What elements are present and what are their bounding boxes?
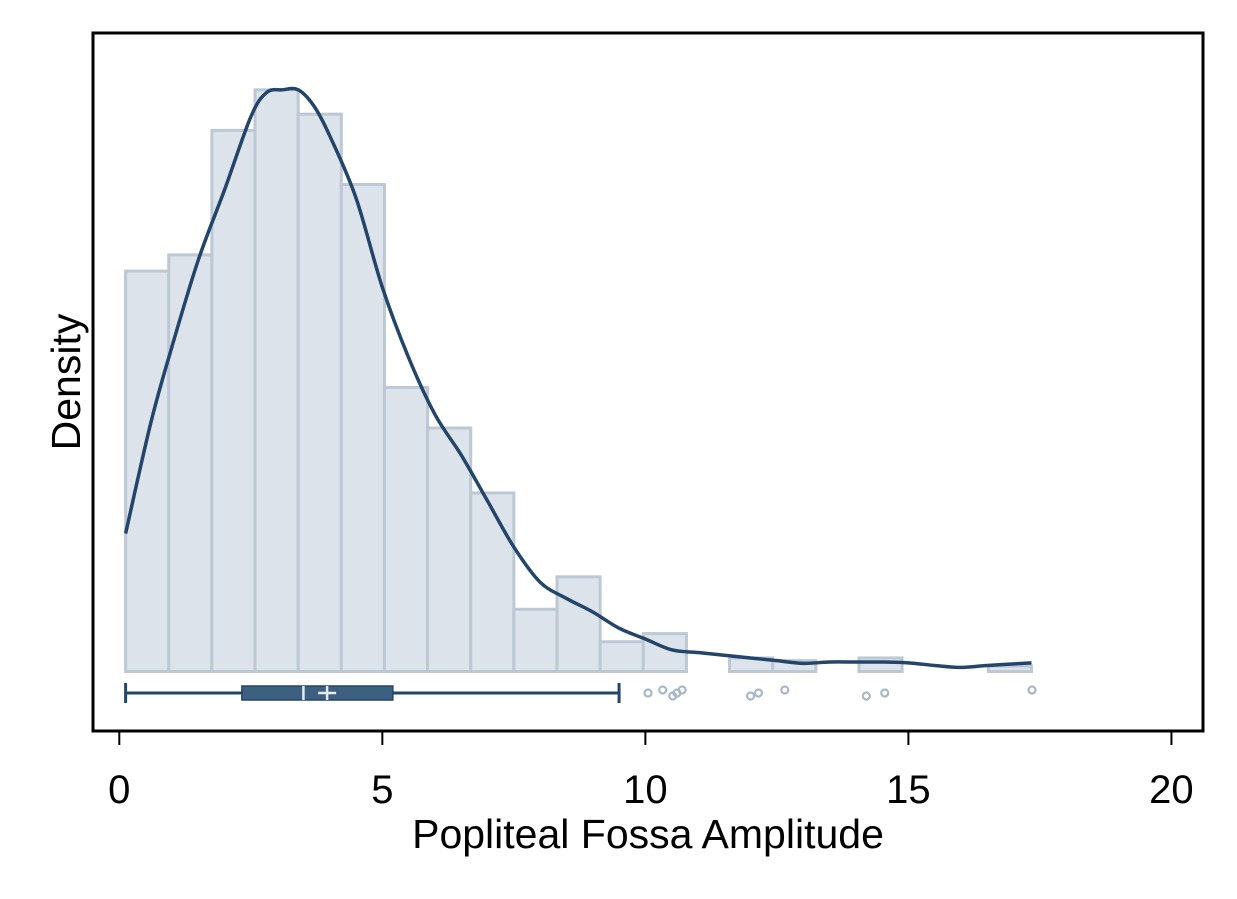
histogram-bar [296,112,343,673]
boxplot-outlier [658,685,668,695]
histogram-bar [555,575,602,673]
x-tick-label: 10 [623,768,668,812]
density-curve-group [123,86,1032,670]
boxplot-outlier [1027,685,1037,695]
histogram-bars [124,88,1034,673]
boxplot-outlier [753,688,764,698]
x-tick-label: 20 [1149,768,1194,812]
boxplot-outlier [861,691,871,701]
y-axis-title: Density [43,313,89,450]
histogram-bar [771,659,818,673]
histogram-bar [986,664,1034,673]
histogram-bar [253,88,300,673]
boxplot-box [241,685,394,701]
density-curve [123,86,1032,670]
histogram-bar [339,183,386,673]
boxplot-outlier [745,691,756,701]
boxplot-outlier [677,685,687,695]
boxplot-outlier [880,688,890,698]
x-axis-title: Popliteal Fossa Amplitude [412,811,884,857]
x-tick-label: 5 [371,768,393,812]
x-tick-label: 15 [886,768,931,812]
boxplot-outlier [643,688,653,698]
histogram-bar [469,491,516,673]
x-axis: 0 5 10 15 20 [93,730,1203,812]
histogram-bar [598,640,645,673]
histogram-bar [382,385,430,673]
x-tick-label: 0 [108,768,130,812]
histogram-bar [857,656,904,673]
histogram-bar [167,253,214,673]
histogram-bar [210,128,257,673]
histogram-bar [124,269,171,673]
boxplot-outlier [780,685,790,695]
histogram-bar [426,426,473,673]
histogram-bar [512,607,559,673]
boxplot-group [124,683,1037,703]
